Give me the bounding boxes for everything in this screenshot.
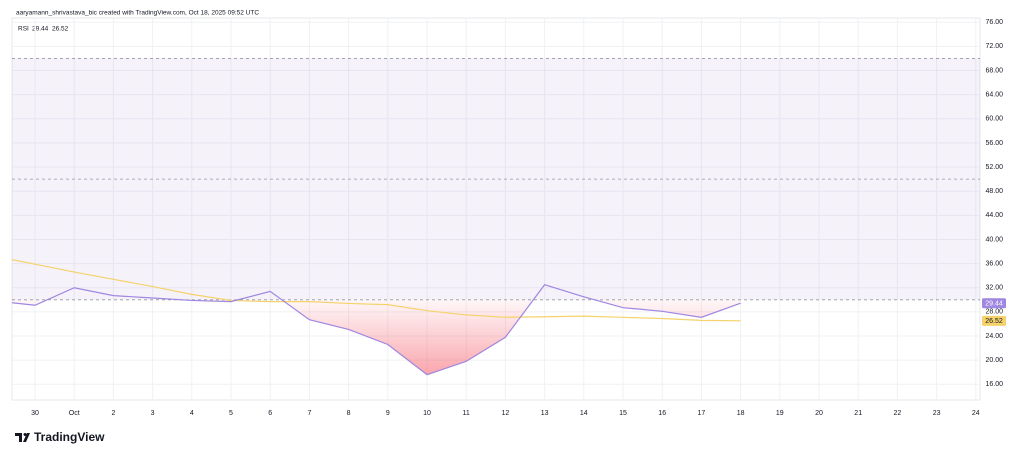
x-tick-label: 15 [619,410,627,417]
series-line [12,284,741,376]
credit: aaryamann_shrivastava_bic created with T… [16,10,259,17]
x-tick-label: 14 [580,410,588,417]
y-tick-label: 32.00 [985,285,1003,292]
plot [12,18,980,400]
x-tick-label: 10 [423,410,431,417]
x-tick-label: 24 [972,410,980,417]
y-tick-label: 72.00 [985,43,1003,50]
y-tick-label: 56.00 [985,140,1003,147]
x-tick-label: 8 [347,410,351,417]
y-tick-label: 16.00 [985,381,1003,388]
x-tick-label: 21 [854,410,862,417]
oversold-fill [12,299,741,375]
x-tick-label: 4 [190,410,194,417]
price-label-bg [982,298,1006,309]
y-tick-label: 36.00 [985,260,1003,267]
x-tick-label: 22 [894,410,902,417]
x-tick-label: 7 [307,410,311,417]
x-tick-label: 5 [229,410,233,417]
x-tick-label: 20 [815,410,823,417]
x-tick-label: 23 [933,410,941,417]
price-label: 29.44 [985,301,1003,308]
y-tick-label: 48.00 [985,188,1003,195]
logo [15,433,30,442]
legend-value: 29.44 [32,26,49,33]
y-tick-label: 24.00 [985,333,1003,340]
x-tick-label: 19 [776,410,784,417]
y-tick-label: 64.00 [985,91,1003,98]
y-tick-label: 40.00 [985,236,1003,243]
legend-label: RSI [18,26,29,33]
price-label-bg [982,315,1006,326]
watermark: TradingView [34,430,105,444]
x-tick-label: 2 [111,410,115,417]
series-line [12,259,741,322]
x-tick-label: 18 [737,410,745,417]
x-tick-label: Oct [69,410,80,417]
y-tick-label: 52.00 [985,164,1003,171]
x-tick-label: 6 [268,410,272,417]
x-tick-label: 12 [502,410,510,417]
y-tick-label: 44.00 [985,212,1003,219]
legend-value: 26.52 [52,26,69,33]
x-tick-label: 17 [698,410,706,417]
x-tick-label: 13 [541,410,549,417]
x-tick-label: 3 [151,410,155,417]
y-tick-label: 68.00 [985,67,1003,74]
y-tick-label: 20.00 [985,357,1003,364]
x-tick-label: 11 [463,410,470,417]
y-tick-label: 76.00 [985,19,1003,26]
price-label: 26.52 [985,318,1003,325]
x-tick-label: 30 [31,410,39,417]
x-tick-label: 16 [658,410,666,417]
plot-frame [11,17,981,401]
y-tick-label: 28.00 [985,309,1003,316]
x-tick-label: 9 [386,410,390,417]
y-tick-label: 60.00 [985,116,1003,123]
